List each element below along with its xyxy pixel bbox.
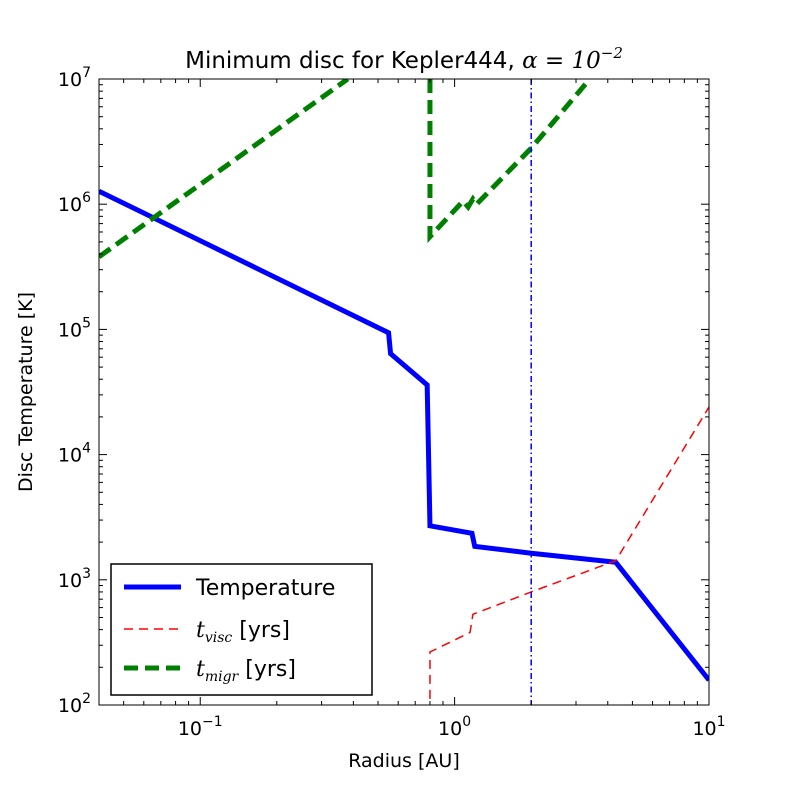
y-tick-label: 105 — [58, 315, 91, 341]
legend-label-t-migr: tmigr [yrs] — [196, 657, 296, 685]
y-tick-label: 104 — [58, 441, 91, 467]
series-temperature-line — [99, 188, 709, 682]
legend-label-temperature: Temperature — [195, 576, 335, 601]
y-axis-label: Disc Temperature [K] — [15, 292, 37, 492]
legend: Temperature tvisc [yrs] tmigr [yrs] — [110, 563, 373, 696]
x-tick-label: 10−1 — [178, 714, 223, 740]
series-t-migr-line-2 — [427, 79, 592, 244]
y-tick-label: 106 — [58, 190, 91, 216]
y-tick-label: 107 — [58, 65, 91, 91]
y-tick-label: 102 — [58, 691, 91, 717]
y-tick-label: 103 — [58, 566, 91, 592]
axes-frame — [98, 78, 710, 706]
legend-label-t-visc: tvisc [yrs] — [196, 618, 290, 646]
plot-area — [98, 78, 710, 706]
series-t-migr-line-1 — [99, 79, 350, 259]
x-tick-label: 101 — [692, 714, 725, 740]
chart-title: Minimum disc for Kepler444, α = 10−2 — [185, 44, 623, 74]
series-layer — [99, 79, 709, 705]
x-axis-label: Radius [AU] — [348, 750, 459, 772]
x-tick-label: 100 — [438, 714, 471, 740]
series-t-visc-line — [429, 406, 709, 705]
ticks-layer — [98, 78, 710, 706]
